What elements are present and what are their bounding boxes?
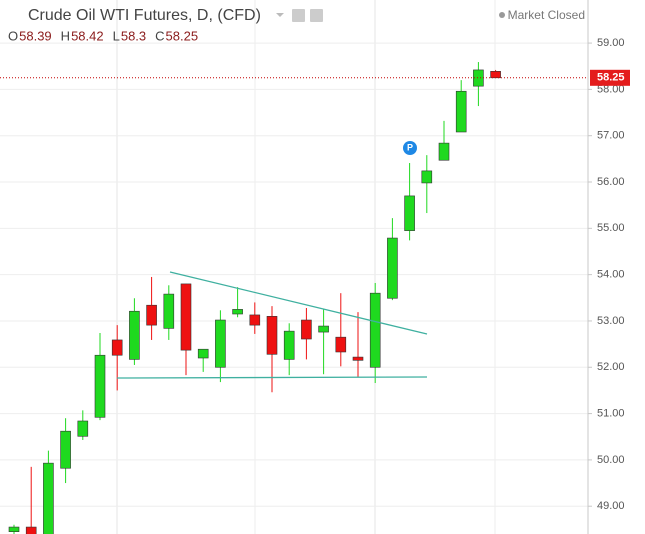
status-dot xyxy=(499,12,505,18)
candle-body xyxy=(180,283,192,351)
y-tick-label: 51.00 xyxy=(597,407,625,419)
y-tick-label: 55.00 xyxy=(597,222,625,234)
y-tick-label: 58.00 xyxy=(597,83,625,95)
candle-body xyxy=(455,90,467,133)
candle-body xyxy=(335,336,347,353)
candle-body xyxy=(352,356,364,361)
price-label: 58.25 xyxy=(597,72,625,84)
marker-label: P xyxy=(407,142,413,152)
candles xyxy=(8,62,501,534)
ohlc-key: H xyxy=(61,28,70,43)
y-tick-label: 54.00 xyxy=(597,269,625,281)
dropdown-icon[interactable] xyxy=(276,13,284,17)
y-tick-label: 53.00 xyxy=(597,315,625,327)
candle-body xyxy=(146,304,157,326)
y-tick-label: 50.00 xyxy=(597,454,625,466)
candle-body xyxy=(369,292,381,368)
market-status: Market Closed xyxy=(508,8,585,22)
candle-body xyxy=(25,526,37,534)
candle-body xyxy=(8,526,20,532)
ohlc-value: 58.3 xyxy=(121,28,146,43)
candle-body xyxy=(490,71,501,79)
candle-body xyxy=(249,314,261,326)
grid xyxy=(0,0,588,534)
candle-body xyxy=(318,325,329,333)
candle-body xyxy=(197,348,209,359)
ohlc-value: 58.42 xyxy=(71,28,104,43)
candle-body xyxy=(266,316,278,355)
y-tick-label: 57.00 xyxy=(597,130,625,142)
candle-body xyxy=(404,195,415,231)
candle-body xyxy=(421,170,433,184)
candle-body xyxy=(60,430,71,469)
y-tick-label: 52.00 xyxy=(597,361,625,373)
trend-line xyxy=(169,271,428,335)
ohlc-key: L xyxy=(113,28,120,43)
ohlc-key: C xyxy=(155,28,164,43)
price-label-bg xyxy=(590,69,630,86)
candle-body xyxy=(43,462,54,534)
trend-line xyxy=(116,376,428,379)
ohlc-value: 58.39 xyxy=(19,28,52,43)
marker-circle xyxy=(403,141,417,155)
candle-body xyxy=(232,309,243,315)
candle-body xyxy=(111,339,123,356)
candle-body xyxy=(215,319,226,368)
ohlc-key: O xyxy=(8,28,18,43)
y-tick-label: 49.00 xyxy=(597,500,625,512)
settings-icon[interactable] xyxy=(310,9,323,22)
eye-icon[interactable] xyxy=(292,9,305,22)
ohlc-legend: O 58.39 H 58.42 L 58.3 C 58.25 xyxy=(8,28,198,43)
ohlc-value: 58.25 xyxy=(166,28,199,43)
y-tick-label: 56.00 xyxy=(597,176,625,188)
y-tick-label: 59.00 xyxy=(597,37,625,49)
candle-body xyxy=(163,293,175,329)
candle-body xyxy=(301,319,312,340)
candle-body xyxy=(387,237,398,299)
candle-body xyxy=(283,330,295,360)
candle-body xyxy=(129,310,140,360)
drawings xyxy=(116,271,428,379)
candle-body xyxy=(77,420,89,437)
chart-title: Crude Oil WTI Futures, D, (CFD) xyxy=(28,7,261,24)
candle-body xyxy=(94,354,106,418)
candle-body xyxy=(438,142,450,161)
